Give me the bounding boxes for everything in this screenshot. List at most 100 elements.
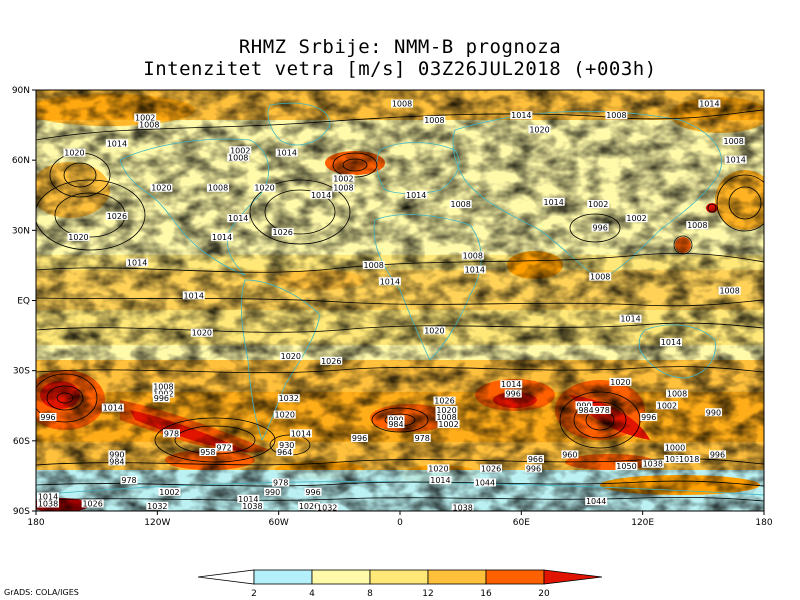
isobar-label-bg [279,352,302,361]
isobar-label: 1014 [228,214,248,223]
isobar-label: 1014 [661,338,681,347]
isobar-label-bg [609,377,632,386]
isobar-label: 966 [528,455,543,464]
isobar-label-bg [229,146,252,155]
isobar-label: 1014 [103,404,123,413]
isobar-label: 1020 [192,329,212,338]
isobar-label-bg [615,462,638,471]
isobar-label-bg [619,314,642,323]
isobar-label-bg [722,136,745,145]
north-america-outline [119,138,269,276]
colorbar-cell [543,569,603,585]
isobar-label-bg [39,412,57,421]
title-line-1: RHMZ Srbije: NMM-B prognoza [238,36,562,58]
isobar-label: 1002 [588,200,608,209]
isobar-label-bg [449,200,472,209]
isobar-label-bg [435,405,458,414]
isobar-label-bg [134,113,157,122]
isobar-label-bg [298,501,320,510]
isobar-label: 1020 [428,464,448,473]
isobar-label-bg [510,111,533,120]
isobar-label: 996 [593,223,608,232]
isobar-label: 1032 [147,502,167,511]
colorbar-tick-label: 12 [422,589,433,599]
isobar-label-bg [227,214,250,223]
isobar-label-bg [591,223,609,232]
isobar-label-bg [150,183,173,192]
europe-outline [376,142,460,195]
isobar-label-bg [593,405,611,414]
isobar-label: 1038 [643,460,663,469]
colorbar-cell [197,569,255,585]
isobar-label-bg [227,153,250,162]
isobar-label: 1026 [299,502,319,511]
isobar-label: 1014 [620,315,640,324]
isobar-label: 1020 [64,149,84,158]
isobar-label: 984 [109,457,124,466]
isobar-label-bg [437,419,460,428]
isobar-label: 996 [305,488,320,497]
isobar-label: 1020 [254,184,274,193]
isobar-label: 1020 [529,125,549,134]
isobar-label: 1008 [450,200,470,209]
isobar-label-bg [272,478,290,487]
isobar-label-bg [316,503,339,512]
isobar-label-bg [105,139,128,148]
isobar-label-bg [666,389,689,398]
isobar-label: 1020 [151,184,171,193]
isobar-label: 1038 [665,455,685,464]
isobar-label: 1014 [406,191,426,200]
figure-title: RHMZ Srbije: NMM-B prognoza Intenzitet v… [0,36,800,80]
isobar-label-bg [605,111,628,120]
isobar-label: 1026 [321,357,341,366]
lon-tick-label: 180 [27,518,44,528]
isobar-label-bg [429,476,452,485]
isobar-label-bg [237,494,260,503]
isobar-label-bg [704,408,722,417]
isobar-label-bg [500,380,523,389]
isobar-label-bg [423,326,446,335]
isobar-label-bg [126,258,149,267]
isobar-label: 990 [388,415,403,424]
isobar-label: 1032 [279,394,299,403]
isobar-label: 964 [277,448,292,457]
isobar-label: 1008 [687,221,707,230]
grads-credit: GrADS: COLA/IGES [4,588,79,597]
colorbar-cell [427,569,487,585]
isobar-label-bg [199,448,217,457]
isobar-label: 990 [706,408,721,417]
isobar-label-bg [589,272,612,281]
isobar-label-bg [528,125,551,134]
lat-tick-label: 90S [13,507,30,517]
isobar-label-bg [577,405,595,414]
isobar-label-bg [423,115,446,124]
isobar-label: 972 [216,443,231,452]
isobar-label-bg [241,501,264,510]
lon-tick-label: 60W [268,518,288,528]
colorbar-tick-label: 2 [251,589,257,599]
latitude-axis: 90N 60N 30N EQ 30S 60S 90S [12,86,36,517]
asia-outline [452,110,723,281]
isobar-label: 1020 [68,233,88,242]
isobar-label: 1008 [719,287,739,296]
australia-outline [638,324,716,379]
isobar-label: 1008 [364,261,384,270]
isobar-label: 990 [109,450,124,459]
colorbar-tick-label: 20 [538,589,550,599]
lat-tick-label: 30N [12,226,30,236]
isobar-label-bg [146,501,169,510]
isobar-label: 996 [352,434,367,443]
isobar-label: 1008 [153,383,173,392]
isobar-label-bg [264,487,282,496]
isobar-label: 1014 [380,277,400,286]
isobar-label-bg [278,441,296,450]
isobar-label-bg [108,450,126,459]
isobar-label: 1026 [434,397,454,406]
isobar-label: 1008 [139,121,159,130]
south-america-outline [240,279,321,441]
isobar-label-bg [310,190,333,199]
isobar-label-bg [387,415,405,424]
isobar-label-bg [152,382,175,391]
isobar-label-bg [37,492,59,501]
